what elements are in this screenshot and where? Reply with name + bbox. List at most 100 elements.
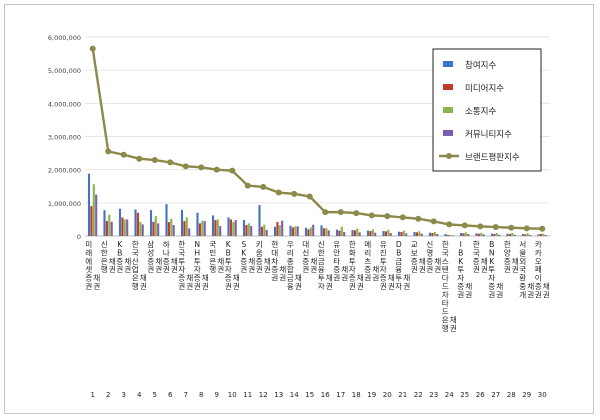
category-label-char: 채	[279, 264, 286, 274]
line-point-25	[461, 222, 468, 229]
bar-1-cat-5	[149, 210, 153, 236]
bar-2-cat-30	[539, 234, 542, 236]
category-label-char: 권	[256, 265, 263, 274]
legend-label: 미디어지수	[465, 83, 504, 94]
category-label-char: 자	[395, 282, 402, 291]
category-label-char: 채	[496, 281, 503, 291]
line-point-26	[477, 223, 484, 230]
category-label-char: 권	[248, 265, 255, 274]
bar-1-cat-18	[351, 230, 354, 236]
bar-4-cat-13	[281, 220, 284, 236]
category-label-char: B	[396, 248, 401, 257]
category-label-char: 증	[147, 257, 154, 266]
category-label-char: 권	[178, 282, 185, 291]
category-label-char: 타	[442, 299, 449, 308]
category-label-char: 권	[457, 290, 464, 299]
bar-1-cat-26	[475, 233, 478, 236]
category-label-char: 권	[488, 290, 495, 299]
bar-4-cat-20	[389, 233, 392, 236]
bar-1-cat-22	[413, 232, 416, 236]
bar-3-cat-16	[325, 228, 328, 236]
bar-1-cat-7	[180, 209, 184, 236]
category-label-char: 한	[318, 248, 325, 257]
category-label-char: 채	[295, 273, 302, 283]
category-label-char: 증	[240, 257, 247, 266]
bar-3-cat-26	[480, 232, 483, 236]
category-label-char: 권	[116, 265, 123, 274]
category-label-char: 권	[310, 265, 317, 274]
bar-1-cat-20	[382, 231, 385, 236]
category-label-char: 자	[457, 274, 464, 283]
brand-reputation-chart: 0 1,000,000 2,000,000 3,000,000 4,000,000 5,0…	[48, 34, 550, 399]
x-tick-label: 16	[321, 391, 330, 399]
category-label-char: 증	[333, 265, 340, 274]
x-tick-label: 10	[228, 391, 237, 399]
bar-1-cat-3	[118, 208, 122, 236]
category-label-char: 증	[504, 257, 511, 266]
category-label-char: 권	[186, 282, 193, 291]
bar-3-cat-17	[340, 226, 343, 236]
bar-3-cat-11	[247, 223, 250, 236]
bar-2-cat-1	[90, 206, 93, 236]
category-label-char: 채	[186, 273, 193, 283]
bar-4-cat-6	[172, 225, 175, 236]
bar-4-cat-5	[157, 223, 160, 236]
bar-1-cat-29	[521, 234, 525, 236]
y-tick-label: 1,000,000	[48, 200, 81, 208]
bar-1-cat-10	[227, 217, 230, 236]
bar-2-cat-27	[493, 234, 496, 236]
category-label-char: 채	[93, 273, 100, 283]
category-label-char: 권	[357, 282, 364, 291]
bar-4-cat-15	[312, 224, 315, 236]
bar-1-cat-23	[428, 232, 432, 236]
x-tick-label: 29	[522, 391, 531, 399]
bar-3-cat-4	[139, 221, 142, 236]
category-label-char: 합	[287, 265, 294, 274]
bar-3-cat-28	[511, 233, 514, 236]
bar-4-cat-3	[126, 219, 129, 236]
category-label-char: 채	[357, 273, 364, 283]
bar-4-cat-9	[219, 226, 222, 236]
bar-3-cat-10	[232, 222, 235, 236]
bar-4-cat-25	[467, 234, 470, 236]
x-tick-label: 9	[215, 391, 219, 399]
bar-2-cat-3	[121, 217, 124, 236]
x-tick-label: 28	[507, 391, 516, 399]
category-label-char: 권	[473, 265, 480, 274]
bar-2-cat-6	[167, 222, 170, 236]
bar-4-cat-14	[296, 226, 299, 236]
category-label-char: 채	[124, 256, 131, 266]
line-point-17	[337, 209, 344, 216]
bar-2-cat-14	[291, 227, 294, 236]
category-label-char: 권	[465, 290, 472, 299]
category-label-char: 신	[318, 240, 325, 249]
line-point-29	[523, 225, 530, 232]
x-tick-label: 15	[305, 391, 314, 399]
category-label-char: 채	[512, 256, 519, 266]
line-point-18	[353, 210, 360, 217]
category-label-char: 증	[178, 274, 185, 283]
category-label-char: 이	[535, 273, 542, 283]
line-point-20	[384, 213, 391, 220]
legend-label: 커뮤니티지수	[465, 129, 512, 140]
bar-3-cat-9	[216, 219, 219, 236]
bar-2-cat-5	[152, 221, 155, 236]
category-label-char: 증	[426, 257, 433, 266]
category-label-char: B	[117, 248, 122, 257]
category-label-char: 권	[481, 265, 488, 274]
category-label-char: 증	[411, 257, 418, 266]
category-label-char: 한	[442, 240, 449, 249]
bar-1-cat-28	[506, 233, 509, 236]
category-label-char: 래	[85, 248, 92, 257]
bar-2-cat-15	[307, 229, 310, 236]
bar-1-cat-19	[366, 230, 370, 236]
line-point-11	[244, 182, 251, 189]
bar-4-cat-23	[436, 234, 439, 236]
category-label-char: 권	[225, 282, 232, 291]
category-label-char: I	[460, 240, 462, 249]
category-label-char: 채	[481, 256, 488, 266]
x-tick-label: 19	[367, 391, 376, 399]
category-label-char: 차	[442, 290, 449, 299]
category-label-char: 투	[194, 257, 201, 266]
category-label-char: 셋	[85, 265, 92, 274]
